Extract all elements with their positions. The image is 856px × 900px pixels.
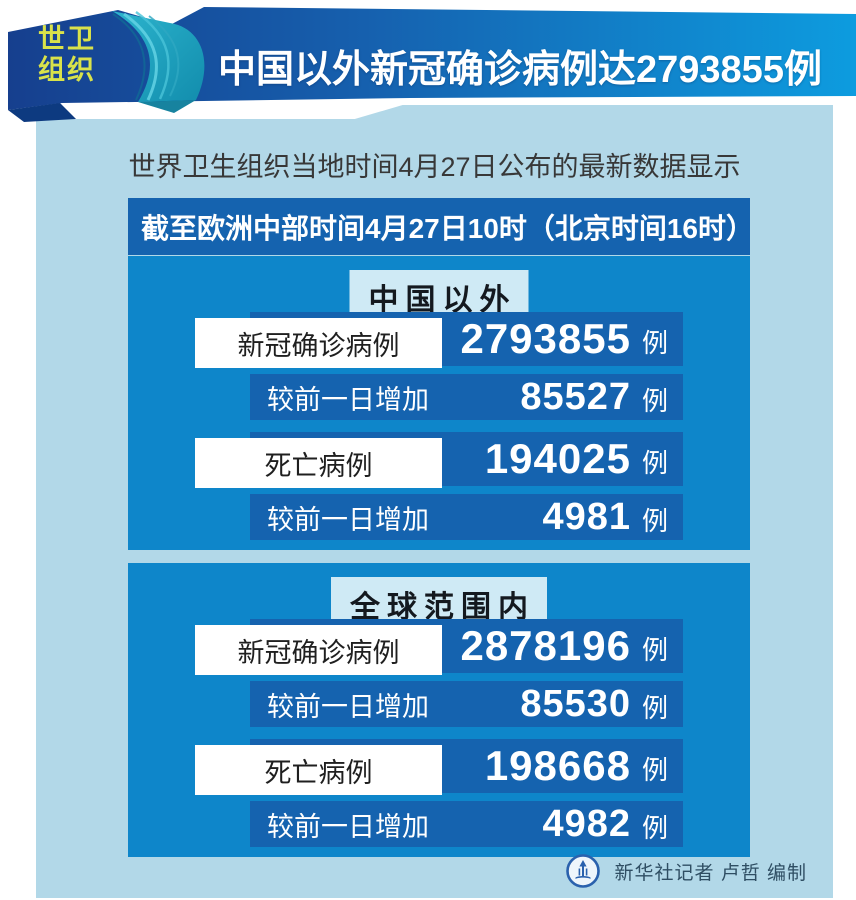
subtitle: 世界卫生组织当地时间4月27日公布的最新数据显示 <box>128 152 741 182</box>
deaths-label-box: 死亡病例 <box>195 438 442 488</box>
stat-band-global-confirmed-delta: 较前一日增加 85530 例 <box>250 681 683 727</box>
panel-outside-china: 中国以外 2793855 例 新冠确诊病例 较前一日增加 85527 例 194… <box>128 256 750 550</box>
time-bar-text: 截至欧洲中部时间4月27日10时（北京时间16时） <box>141 212 755 244</box>
global-confirmed-label: 新冠确诊病例 <box>237 637 400 668</box>
global-deaths-label: 死亡病例 <box>264 757 373 788</box>
global-confirmed-label-box: 新冠确诊病例 <box>195 625 442 675</box>
deaths-value: 194025 <box>484 435 631 482</box>
global-deaths-value: 198668 <box>484 742 631 789</box>
content-area: 世界卫生组织当地时间4月27日公布的最新数据显示 截至欧洲中部时间4月27日10… <box>36 105 833 898</box>
confirmed-value: 2793855 <box>460 315 631 362</box>
deaths-unit: 例 <box>641 447 668 478</box>
global-deaths-unit: 例 <box>641 754 668 785</box>
confirmed-delta-unit: 例 <box>641 385 668 416</box>
global-deaths-delta-label: 较前一日增加 <box>267 811 429 842</box>
deaths-label: 死亡病例 <box>264 450 373 481</box>
confirmed-delta-label: 较前一日增加 <box>267 384 429 415</box>
credit-text: 新华社记者 卢哲 编制 <box>614 862 807 884</box>
global-confirmed-delta-value: 85530 <box>520 683 631 725</box>
global-confirmed-value: 2878196 <box>460 622 631 669</box>
deaths-delta-label: 较前一日增加 <box>267 504 429 535</box>
confirmed-label-box: 新冠确诊病例 <box>195 318 442 368</box>
who-badge-line2: 组织 <box>38 55 96 85</box>
footer: 新华社记者 卢哲 编制 <box>566 854 807 888</box>
confirmed-unit: 例 <box>641 327 668 358</box>
stat-band-confirmed-delta: 较前一日增加 85527 例 <box>250 374 683 420</box>
stat-band-global-deaths-delta: 较前一日增加 4982 例 <box>250 801 683 847</box>
global-deaths-delta-unit: 例 <box>641 812 668 843</box>
stat-band-deaths-delta: 较前一日增加 4981 例 <box>250 494 683 540</box>
confirmed-label: 新冠确诊病例 <box>237 330 400 361</box>
confirmed-delta-value: 85527 <box>520 376 631 418</box>
ribbon-banner-graphic <box>8 7 856 122</box>
deaths-delta-value: 4981 <box>542 496 631 538</box>
who-badge-line1: 世卫 <box>38 24 96 54</box>
deaths-delta-unit: 例 <box>641 505 668 536</box>
global-confirmed-delta-unit: 例 <box>641 692 668 723</box>
global-deaths-label-box: 死亡病例 <box>195 745 442 795</box>
global-confirmed-unit: 例 <box>641 634 668 665</box>
global-confirmed-delta-label: 较前一日增加 <box>267 691 429 722</box>
time-bar: 截至欧洲中部时间4月27日10时（北京时间16时） <box>128 198 754 255</box>
panel-global: 全球范围内 2878196 例 新冠确诊病例 较前一日增加 85530 例 19… <box>128 563 750 857</box>
xinhua-logo-icon <box>566 854 601 888</box>
panel-global-title: 全球范围内 <box>331 577 547 631</box>
who-badge: 世卫 组织 <box>38 24 96 86</box>
global-deaths-delta-value: 4982 <box>542 803 631 845</box>
page-title: 中国以外新冠确诊病例达2793855例 <box>218 49 822 91</box>
